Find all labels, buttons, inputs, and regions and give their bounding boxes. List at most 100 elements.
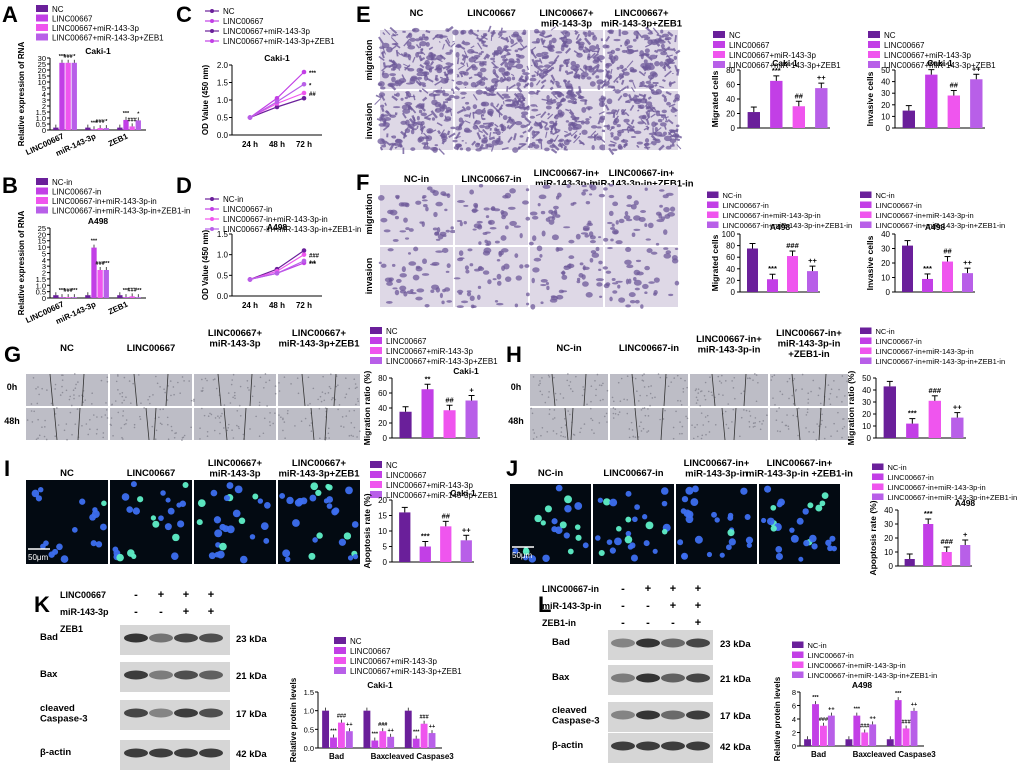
stained-cell	[452, 140, 458, 143]
nucleus	[79, 499, 85, 505]
stained-cell	[487, 109, 494, 115]
cell-speck	[574, 434, 576, 436]
cell-speck	[533, 438, 535, 440]
cell-speck	[660, 377, 662, 379]
stained-cell	[477, 295, 481, 300]
stained-cell	[391, 69, 395, 70]
cell-speck	[658, 373, 660, 375]
cell-speck	[756, 374, 758, 376]
legend-entry: LINC00667-in+miR-143-3p-in+ZEB1-in	[888, 493, 1018, 502]
stained-cell	[659, 205, 663, 208]
y-tick-label: 20	[378, 496, 387, 505]
cell-speck	[294, 425, 296, 427]
cell-speck	[126, 419, 128, 421]
stained-cell	[582, 185, 587, 187]
legend-swatch	[707, 192, 719, 199]
cell-speck	[73, 398, 75, 400]
stained-cell	[583, 228, 590, 232]
data-point	[248, 277, 253, 282]
stained-cell	[396, 279, 402, 283]
stained-cell	[435, 202, 443, 207]
stained-cell	[399, 78, 406, 83]
protein-label: Bax	[552, 672, 570, 683]
condition-label: miR-143-3p-in	[542, 601, 602, 611]
stained-cell	[644, 53, 647, 55]
nucleus	[219, 543, 227, 551]
stained-cell	[461, 63, 465, 64]
y-tick-label: 5	[383, 543, 388, 552]
nucleus	[327, 503, 333, 509]
stained-cell	[505, 225, 509, 229]
stained-cell	[520, 135, 524, 138]
cell-speck	[807, 402, 809, 404]
legend-entry: LINC00667	[52, 15, 93, 24]
cell-speck	[27, 419, 29, 421]
stained-cell	[452, 30, 458, 36]
bar	[330, 738, 337, 748]
stained-cell	[555, 51, 562, 53]
stained-cell	[581, 107, 586, 113]
cell-speck	[252, 395, 254, 397]
stained-cell	[433, 212, 437, 217]
cell-speck	[613, 413, 615, 415]
cell-speck	[584, 423, 586, 425]
cell-speck	[111, 403, 113, 405]
y-tick-label: 30	[862, 398, 871, 407]
stained-cell	[663, 229, 667, 235]
nucleus	[226, 482, 233, 489]
cell-speck	[536, 436, 538, 438]
stained-cell	[463, 81, 468, 85]
cell-speck	[345, 377, 347, 379]
cell-speck	[748, 421, 750, 423]
stained-cell	[439, 42, 440, 43]
cell-speck	[842, 428, 844, 430]
stained-cell	[400, 121, 407, 125]
nucleus	[286, 497, 293, 504]
cell-speck	[632, 429, 634, 431]
y-tick-label: 40	[881, 78, 890, 87]
stained-cell	[590, 240, 596, 243]
legend-entry: LINC00667+miR-143-3p	[386, 347, 473, 356]
cell-speck	[708, 391, 710, 393]
y-tick-label: 1.5	[217, 230, 229, 239]
legend-entry: NC-in	[723, 191, 742, 200]
condition-label: LINC00667-in	[542, 584, 599, 594]
nucleus	[564, 505, 572, 513]
cell-speck	[539, 380, 541, 382]
stained-cell	[425, 304, 430, 307]
stained-cell	[546, 95, 549, 100]
cell-speck	[111, 417, 113, 419]
stained-cell	[660, 51, 667, 55]
cell-speck	[613, 401, 615, 403]
nucleus	[116, 554, 124, 562]
stained-cell	[444, 209, 447, 212]
stained-cell	[478, 286, 481, 289]
cell-speck	[320, 396, 322, 398]
stained-cell	[383, 71, 384, 75]
stained-cell	[478, 52, 482, 55]
cell-speck	[44, 436, 46, 438]
stained-cell	[563, 226, 570, 228]
stained-cell	[625, 39, 630, 45]
blot-band	[149, 671, 173, 680]
stained-cell	[465, 143, 466, 144]
stained-cell	[632, 126, 634, 128]
cell-speck	[556, 399, 558, 401]
cell-speck	[761, 423, 763, 425]
stained-cell	[606, 271, 612, 274]
bar	[129, 296, 134, 298]
stained-cell	[526, 292, 530, 296]
y-tick-label: 0.5	[217, 271, 229, 280]
cell-speck	[708, 421, 710, 423]
stained-cell	[503, 101, 504, 104]
stained-cell	[648, 64, 655, 70]
nucleus	[158, 515, 164, 521]
cell-speck	[561, 431, 563, 433]
significance-mark: ++	[808, 256, 817, 265]
stained-cell	[623, 119, 629, 123]
stained-cell	[460, 92, 467, 95]
cell-speck	[122, 410, 124, 412]
bar	[129, 126, 134, 130]
stained-cell	[637, 98, 642, 102]
cell-speck	[343, 426, 345, 428]
